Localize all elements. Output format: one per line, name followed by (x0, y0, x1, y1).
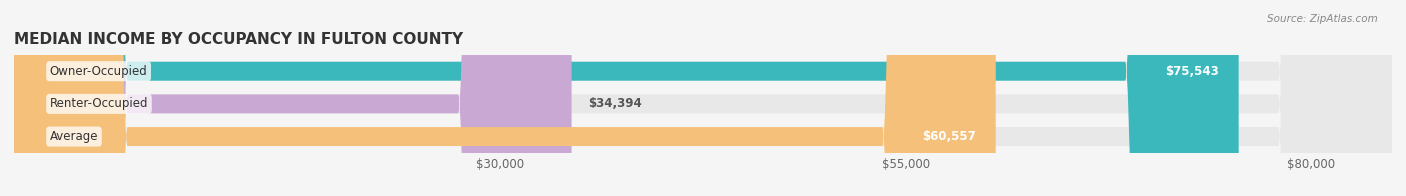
FancyBboxPatch shape (14, 0, 1392, 196)
Text: Renter-Occupied: Renter-Occupied (49, 97, 148, 110)
Text: MEDIAN INCOME BY OCCUPANCY IN FULTON COUNTY: MEDIAN INCOME BY OCCUPANCY IN FULTON COU… (14, 32, 463, 47)
Text: Average: Average (49, 130, 98, 143)
Text: Source: ZipAtlas.com: Source: ZipAtlas.com (1267, 14, 1378, 24)
Text: Owner-Occupied: Owner-Occupied (49, 65, 148, 78)
FancyBboxPatch shape (14, 0, 995, 196)
FancyBboxPatch shape (14, 0, 572, 196)
Text: $75,543: $75,543 (1166, 65, 1219, 78)
Text: $34,394: $34,394 (588, 97, 641, 110)
FancyBboxPatch shape (14, 0, 1392, 196)
FancyBboxPatch shape (14, 0, 1239, 196)
Text: $60,557: $60,557 (922, 130, 976, 143)
FancyBboxPatch shape (14, 0, 1392, 196)
